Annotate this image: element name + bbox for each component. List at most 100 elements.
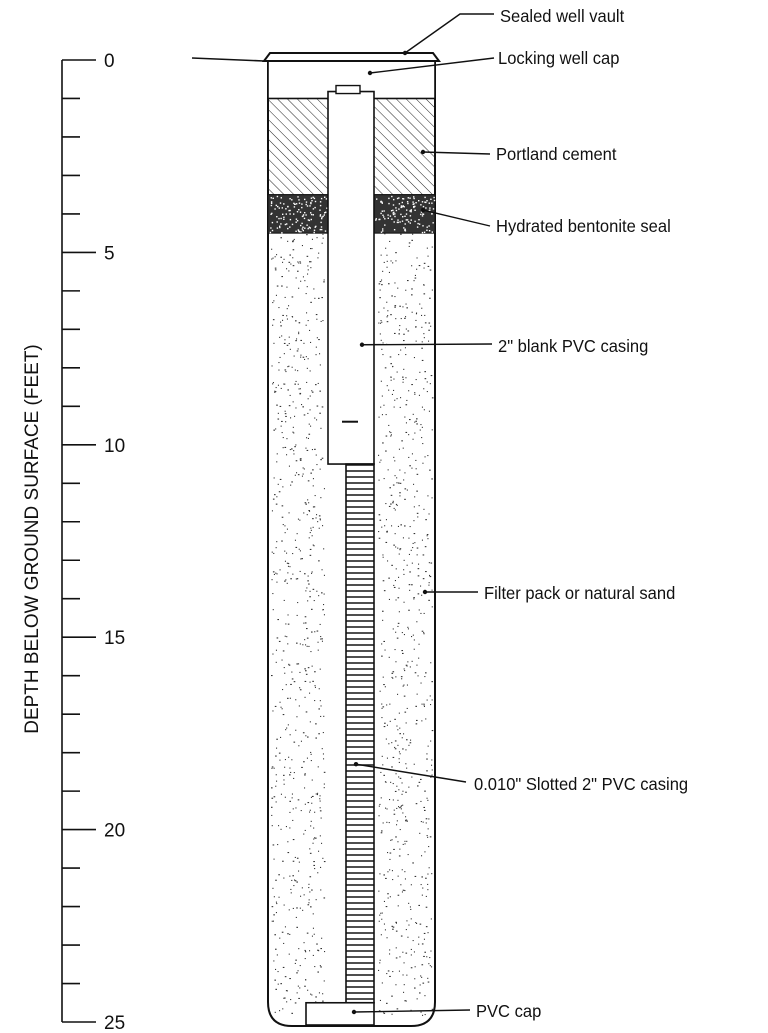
sand-grain <box>317 766 319 768</box>
bentonite-grain <box>319 204 322 207</box>
bentonite-grain <box>270 213 272 215</box>
sand-grain <box>290 417 292 419</box>
leader-arrowhead <box>420 149 426 155</box>
sand-grain <box>381 912 383 914</box>
bentonite-grain <box>423 231 426 233</box>
sand-grain <box>321 569 323 571</box>
sand-grain <box>272 887 274 889</box>
sand-grain <box>417 785 419 787</box>
sand-grain <box>416 554 418 556</box>
bentonite-grain <box>375 219 377 221</box>
sand-grain <box>289 734 291 736</box>
sand-grain <box>282 319 284 321</box>
sand-grain <box>378 531 380 533</box>
sand-grain <box>425 926 428 928</box>
bentonite-grain <box>414 220 416 223</box>
sand-grain <box>431 759 433 761</box>
sand-grain <box>430 662 432 664</box>
sand-grain <box>394 580 396 582</box>
sand-grain <box>296 857 299 859</box>
sand-grain <box>314 837 316 839</box>
sand-grain <box>404 871 406 873</box>
sand-grain <box>390 376 392 378</box>
sand-grain <box>411 636 413 638</box>
sand-grain <box>395 568 397 570</box>
sand-grain <box>306 286 308 288</box>
sand-grain <box>402 889 405 891</box>
sand-grain <box>391 672 394 674</box>
bentonite-grain <box>279 226 281 229</box>
bentonite-grain <box>388 202 390 205</box>
sand-grain <box>288 343 290 345</box>
sand-grain <box>400 349 402 351</box>
sand-grain <box>389 869 391 871</box>
sand-grain <box>394 306 396 308</box>
sand-grain <box>290 888 292 890</box>
sand-grain <box>320 459 322 461</box>
sand-grain <box>312 954 314 956</box>
bentonite-grain <box>431 213 433 215</box>
sand-grain <box>311 665 313 667</box>
sand-grain <box>395 922 397 924</box>
sand-grain <box>420 682 422 684</box>
sand-grain <box>404 878 406 880</box>
bentonite-grain <box>293 206 296 208</box>
sand-grain <box>410 948 412 950</box>
sand-grain <box>405 763 407 765</box>
sand-grain <box>301 887 303 889</box>
sand-grain <box>409 589 411 591</box>
sand-grain <box>421 964 424 966</box>
sand-grain <box>410 954 412 956</box>
sand-grain <box>392 628 394 630</box>
sand-grain <box>307 667 310 669</box>
sand-grain <box>415 723 418 725</box>
sand-grain <box>299 458 302 460</box>
sand-grain <box>389 896 391 898</box>
sand-grain <box>323 861 326 863</box>
sand-grain <box>407 936 409 938</box>
sand-grain <box>411 776 413 778</box>
sand-grain <box>414 432 416 434</box>
sand-grain <box>428 410 430 412</box>
sand-grain <box>316 794 318 796</box>
bentonite-grain <box>404 229 406 231</box>
sand-grain <box>323 787 325 789</box>
sand-grain <box>282 860 284 862</box>
sand-grain <box>417 593 420 595</box>
sand-grain <box>319 519 321 521</box>
bentonite-grain <box>422 213 425 215</box>
sand-grain <box>378 920 380 922</box>
sand-grain <box>379 803 381 805</box>
bentonite-grain <box>404 228 406 230</box>
sand-grain <box>401 440 403 442</box>
bentonite-grain <box>289 198 291 200</box>
leader-arrowhead <box>422 589 428 595</box>
sand-grain <box>410 739 412 741</box>
sand-grain <box>280 793 282 795</box>
sand-grain <box>293 885 295 887</box>
pvc-end-cap <box>305 1001 375 1026</box>
sand-grain <box>292 265 295 267</box>
sand-grain <box>323 279 325 281</box>
sand-grain <box>289 978 291 980</box>
sand-grain <box>386 385 388 387</box>
bentonite-grain <box>319 209 321 211</box>
sand-grain <box>297 261 299 263</box>
sand-grain <box>281 335 283 337</box>
sand-grain <box>288 664 291 666</box>
bentonite-grain <box>426 229 428 231</box>
sand-grain <box>404 843 406 845</box>
bentonite-grain <box>304 198 306 201</box>
sand-grain <box>319 364 321 366</box>
sand-grain <box>289 811 291 813</box>
bentonite-grain <box>291 199 293 201</box>
sand-grain <box>311 238 313 240</box>
sand-grain <box>286 562 289 564</box>
sand-grain <box>427 977 429 979</box>
sand-grain <box>288 663 290 665</box>
bentonite-grain <box>308 219 311 222</box>
bentonite-grain <box>410 209 412 212</box>
sand-grain <box>416 719 418 721</box>
sand-grain <box>396 820 398 822</box>
sand-grain <box>390 839 392 841</box>
